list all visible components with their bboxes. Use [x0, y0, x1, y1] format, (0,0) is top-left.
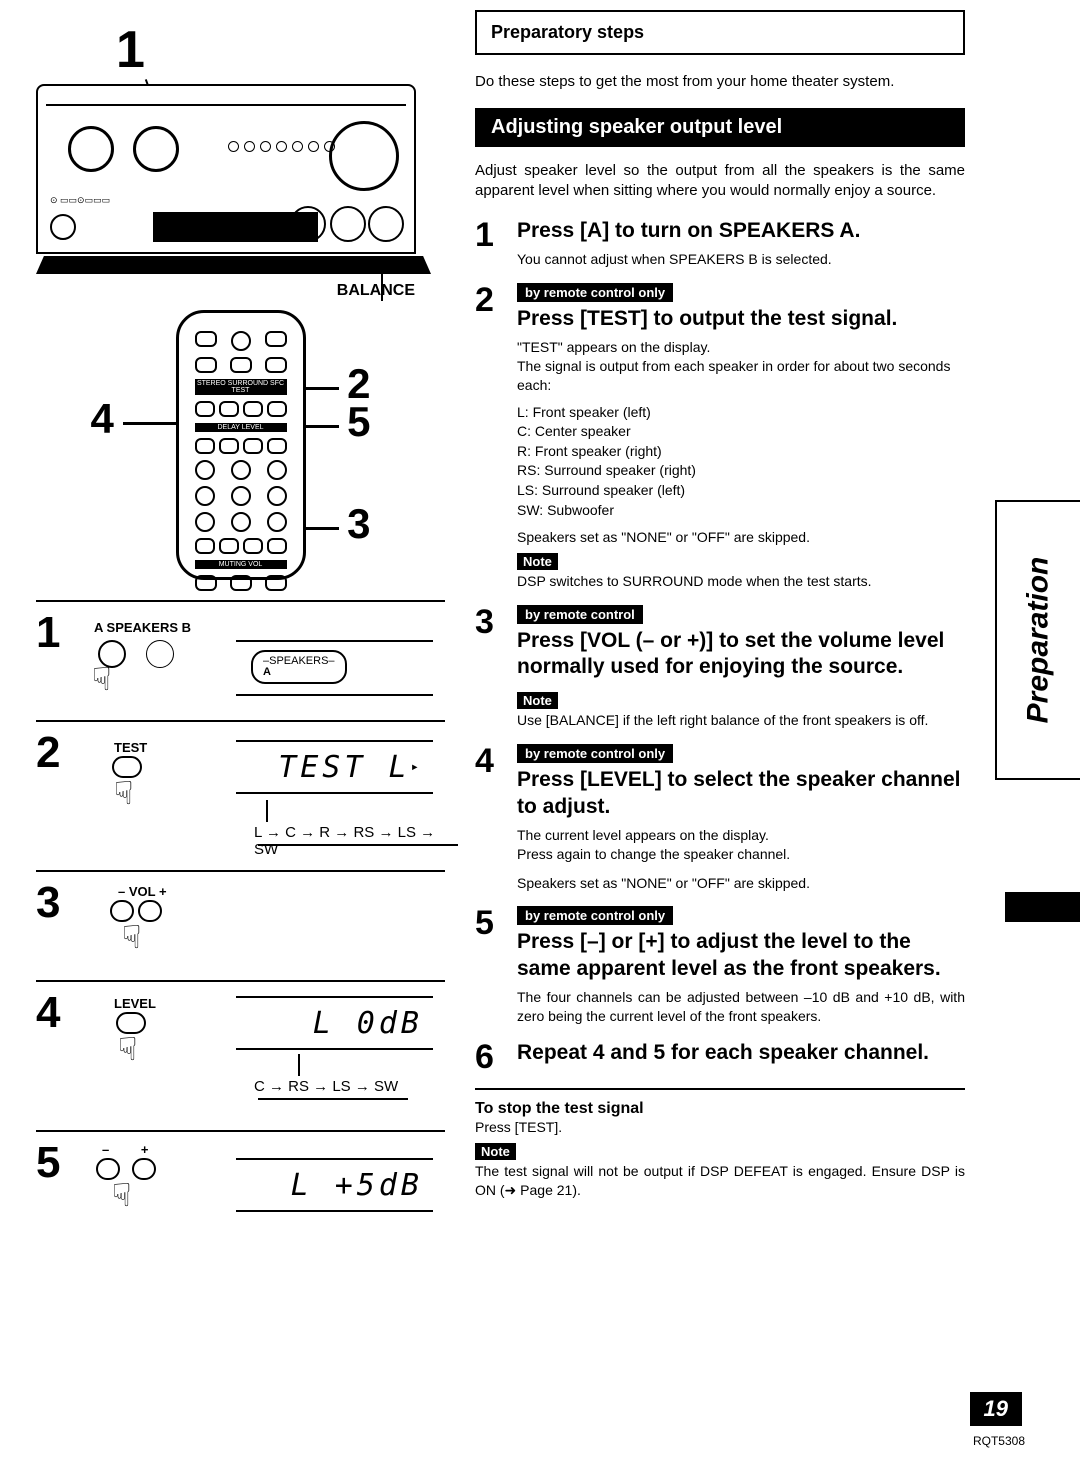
right-column: Preparatory steps Do these steps to get …: [455, 0, 995, 1466]
section-heading: Adjusting speaker output level: [475, 108, 965, 147]
side-black-mark: [1005, 892, 1080, 922]
step1-title: Press [A] to turn on SPEAKERS A.: [517, 218, 965, 244]
callout-5: 5: [347, 398, 370, 446]
note-badge: Note: [517, 553, 558, 570]
step-num-3: 3: [475, 605, 503, 730]
step5-label: – +: [102, 1142, 162, 1157]
stop-title: To stop the test signal: [475, 1100, 965, 1118]
step-num-5: 5: [475, 906, 503, 1025]
remote-badge: by remote control: [517, 605, 643, 624]
lcd-test: TEST L ▸: [236, 740, 433, 794]
speaker-list: L: Front speaker (left) C: Center speake…: [517, 403, 965, 521]
left-step-2: 2 TEST ☟ TEST L ▸ L → C → R → RS → LS → …: [36, 720, 445, 870]
stop-text: Press [TEST].: [475, 1118, 965, 1137]
step2-p3: Speakers set as "NONE" or "OFF" are skip…: [517, 528, 965, 547]
left-step-5: 5 – + ☟ L +5dB: [36, 1130, 445, 1240]
prep-steps-box: Preparatory steps: [475, 10, 965, 55]
step2-note: DSP switches to SURROUND mode when the t…: [517, 572, 965, 591]
hand-icon: ☟: [114, 774, 133, 812]
step1-num: 1: [36, 608, 60, 658]
step-1: 1 Press [A] to turn on SPEAKERS A. You c…: [475, 218, 965, 269]
final-note: The test signal will not be output if DS…: [475, 1162, 965, 1200]
step2-p1: "TEST" appears on the display.: [517, 338, 965, 357]
lcd-level: L 0dB: [236, 996, 433, 1050]
left-step-1: 1 A SPEAKERS B ☟ –SPEAKERS–A: [36, 600, 445, 720]
step4-p2: Press again to change the speaker channe…: [517, 845, 965, 864]
step-num-1: 1: [475, 218, 503, 269]
doc-code: RQT5308: [973, 1434, 1025, 1448]
step-num-4: 4: [475, 744, 503, 892]
step4-label: LEVEL: [114, 996, 156, 1011]
step3-note: Use [BALANCE] if the left right balance …: [517, 711, 965, 730]
step-5: 5 by remote control only Press [–] or [+…: [475, 906, 965, 1025]
step4-p3: Speakers set as "NONE" or "OFF" are skip…: [517, 874, 965, 893]
step1-label: A SPEAKERS B: [94, 620, 191, 635]
step3-label: – VOL +: [118, 884, 167, 899]
step-4: 4 by remote control only Press [LEVEL] t…: [475, 744, 965, 892]
lcd-adj: L +5dB: [236, 1158, 433, 1212]
receiver-diagram: 1 ⊙ ▭▭⊙▭▭▭ BALANCE: [36, 20, 445, 300]
note-badge: Note: [517, 692, 558, 709]
step2-p2: The signal is output from each speaker i…: [517, 357, 965, 395]
step-num-2: 2: [475, 283, 503, 591]
divider: [475, 1088, 965, 1090]
step4-p1: The current level appears on the display…: [517, 826, 965, 845]
remote-only-badge: by remote control only: [517, 744, 673, 763]
step-num-6: 6: [475, 1040, 503, 1074]
step1-sub: You cannot adjust when SPEAKERS B is sel…: [517, 250, 965, 269]
step2-num: 2: [36, 728, 60, 778]
side-tab: Preparation: [995, 500, 1080, 780]
vol-plus-icon: [138, 900, 162, 922]
page: 1 ⊙ ▭▭⊙▭▭▭ BALANCE 4 2: [0, 0, 1080, 1466]
hand-icon: ☟: [92, 660, 111, 698]
note-badge: Note: [475, 1143, 516, 1160]
callout-1: 1: [116, 20, 445, 80]
left-column: 1 ⊙ ▭▭⊙▭▭▭ BALANCE 4 2: [0, 0, 455, 1466]
left-step-3: 3 – VOL + ☟: [36, 870, 445, 980]
step3-num: 3: [36, 878, 60, 928]
hand-icon: ☟: [112, 1176, 131, 1214]
step4-num: 4: [36, 988, 60, 1038]
callout-4: 4: [91, 395, 114, 443]
step4-title: Press [LEVEL] to select the speaker chan…: [517, 767, 965, 820]
b-button-icon: [146, 640, 174, 668]
step-2: 2 by remote control only Press [TEST] to…: [475, 283, 965, 591]
step6-title: Repeat 4 and 5 for each speaker channel.: [517, 1040, 965, 1066]
step2-label: TEST: [114, 740, 147, 755]
adjust-intro: Adjust speaker level so the output from …: [475, 161, 965, 202]
step2-title: Press [TEST] to output the test signal.: [517, 306, 965, 332]
step5-title: Press [–] or [+] to adjust the level to …: [517, 929, 965, 982]
step5-p1: The four channels can be adjusted betwee…: [517, 988, 965, 1026]
remote-diagram: 4 2 5 3 STEREO SURROUND SFC TEST DELAY L…: [51, 310, 431, 580]
side-tab-label: Preparation: [1022, 557, 1056, 724]
remote-body: STEREO SURROUND SFC TEST DELAY LEVEL MUT…: [176, 310, 306, 580]
remote-only-badge: by remote control only: [517, 283, 673, 302]
hand-icon: ☟: [118, 1030, 137, 1068]
balance-pointer: [381, 265, 383, 301]
step3-title: Press [VOL (– or +)] to set the volume l…: [517, 628, 965, 681]
seq-text-2: C → RS → LS → SW: [254, 1078, 398, 1095]
receiver-body: ⊙ ▭▭⊙▭▭▭: [36, 84, 416, 254]
callout-3: 3: [347, 500, 370, 548]
balance-label: BALANCE: [36, 282, 415, 300]
step-3: 3 by remote control Press [VOL (– or +)]…: [475, 605, 965, 730]
step-6: 6 Repeat 4 and 5 for each speaker channe…: [475, 1040, 965, 1074]
intro-text: Do these steps to get the most from your…: [475, 73, 965, 90]
page-number: 19: [970, 1392, 1022, 1426]
speakers-badge: –SPEAKERS–A: [251, 650, 347, 684]
remote-only-badge: by remote control only: [517, 906, 673, 925]
step5-num: 5: [36, 1138, 60, 1188]
seq-text: L → C → R → RS → LS → SW: [254, 824, 445, 858]
plus-icon: [132, 1158, 156, 1180]
left-step-4: 4 LEVEL ☟ L 0dB C → RS → LS → SW: [36, 980, 445, 1130]
hand-icon: ☟: [122, 918, 141, 956]
